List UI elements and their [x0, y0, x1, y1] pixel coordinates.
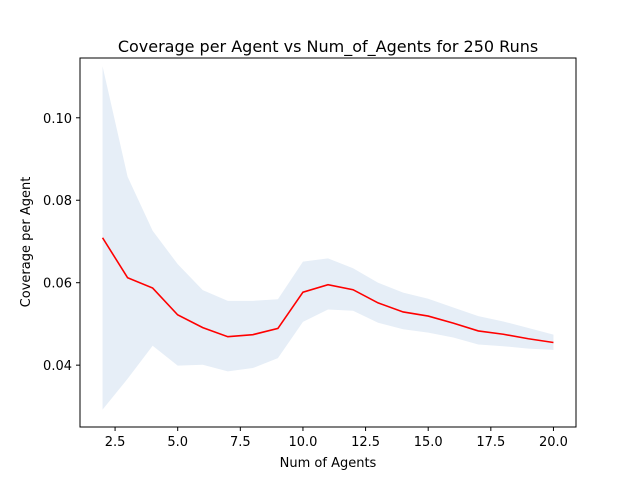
y-axis-label: Coverage per Agent [19, 177, 34, 308]
x-tick-label: 15.0 [414, 435, 443, 450]
chart-title: Coverage per Agent vs Num_of_Agents for … [118, 37, 538, 57]
x-tick-label: 7.5 [230, 435, 251, 450]
series-line-0 [101, 237, 554, 344]
x-tick-label: 5.0 [167, 435, 188, 450]
y-tick-label: 0.04 [43, 359, 72, 374]
x-tick-label: 20.0 [539, 435, 568, 450]
x-tick-label: 12.5 [351, 435, 380, 450]
x-tick-label: 10.0 [288, 435, 317, 450]
x-axis: 2.5 5.0 7.5 10.0 12.5 15.0 17.5 20.0 [105, 427, 568, 450]
y-tick-label: 0.10 [43, 112, 72, 127]
y-tick-label: 0.08 [43, 194, 72, 209]
axes-frame [79, 57, 577, 428]
y-tick-label: 0.06 [43, 277, 72, 292]
confidence-band [102, 66, 554, 410]
y-axis: 0.04 0.06 0.08 0.10 [43, 112, 80, 374]
x-axis-label: Num of Agents [280, 456, 377, 471]
x-tick-label: 17.5 [476, 435, 505, 450]
x-tick-label: 2.5 [105, 435, 126, 450]
plot-area [101, 66, 554, 410]
